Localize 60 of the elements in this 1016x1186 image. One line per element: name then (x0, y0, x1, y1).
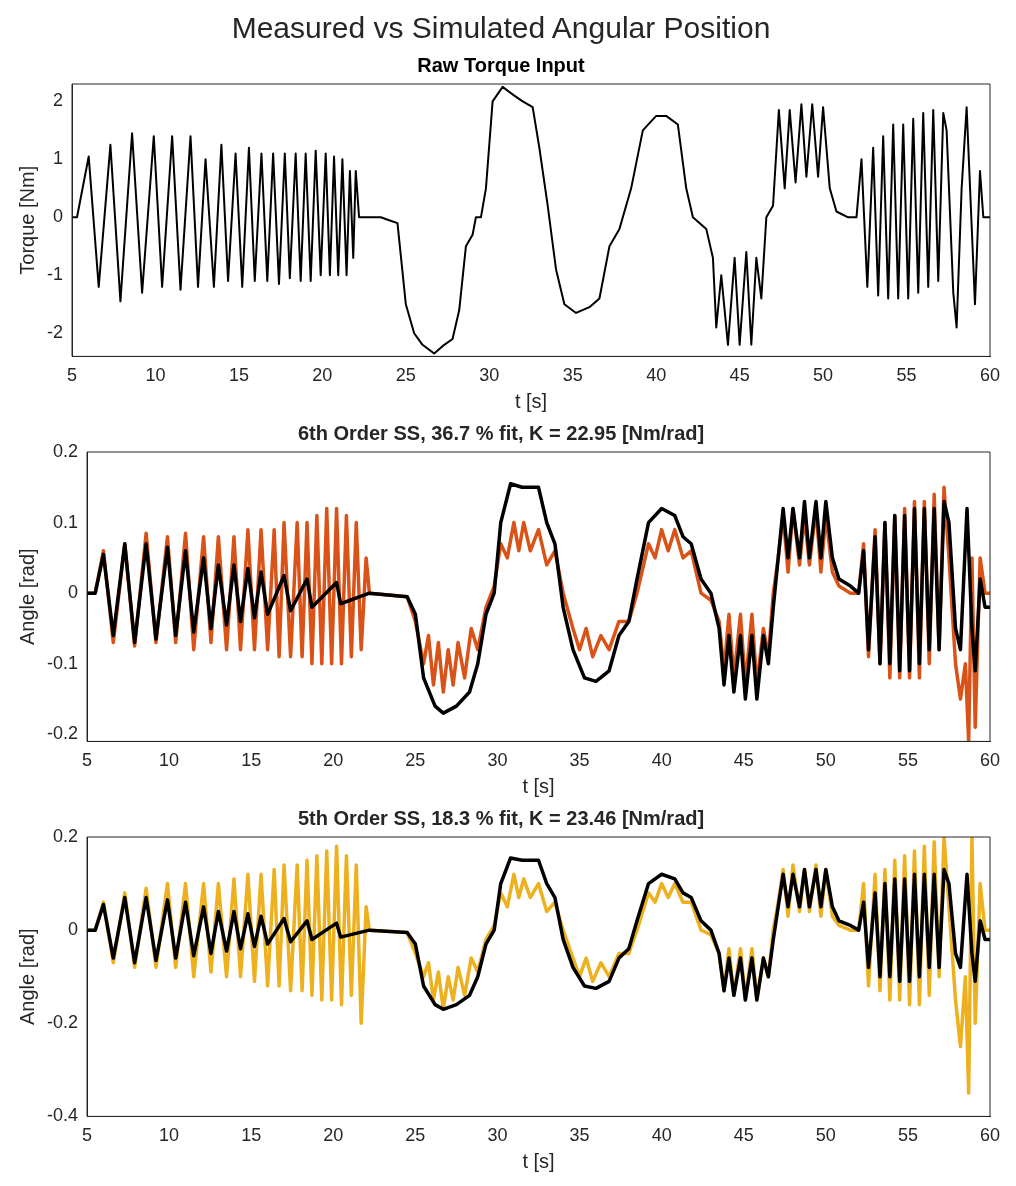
y-tick-label: -0.2 (46, 723, 79, 744)
chart-title: 6th Order SS, 36.7 % fit, K = 22.95 [Nm/rad] (297, 421, 705, 444)
x-tick-label: 35 (569, 1125, 590, 1146)
x-tick-label: 15 (241, 1125, 262, 1146)
x-tick-label: 10 (145, 365, 166, 386)
x-tick-label: 10 (159, 750, 180, 771)
x-tick-label: 45 (729, 365, 750, 386)
chart-subtitle: Raw Torque Input (417, 53, 586, 76)
x-tick-label: 55 (896, 365, 917, 386)
y-tick-label: 0.1 (52, 511, 79, 532)
chart-title: Measured vs Simulated Angular Position (231, 11, 771, 45)
x-tick-label: 15 (228, 365, 249, 386)
x-tick-label: 50 (815, 750, 836, 771)
x-tick-label: 50 (813, 365, 834, 386)
y-tick-label: -0.1 (46, 652, 79, 673)
x-tick-label: 50 (815, 1125, 836, 1146)
x-tick-label: 60 (979, 750, 1001, 771)
x-tick-label: 40 (651, 750, 672, 771)
x-tick-label: 60 (979, 1125, 1001, 1146)
y-tick-label: 0.2 (52, 825, 79, 846)
x-tick-label: 5 (82, 1125, 93, 1146)
y-tick-label: 0 (52, 206, 63, 227)
x-tick-label: 60 (979, 365, 1001, 386)
x-tick-label: 25 (395, 365, 416, 386)
x-tick-label: 40 (651, 1125, 672, 1146)
x-tick-label: 25 (405, 750, 426, 771)
x-tick-label: 40 (646, 365, 667, 386)
x-tick-label: 25 (405, 1125, 426, 1146)
x-tick-label: 55 (897, 1125, 918, 1146)
x-tick-label: 5 (82, 750, 93, 771)
x-tick-label: 5 (67, 365, 78, 386)
y-axis-title: Angle [rad] (15, 928, 38, 1026)
x-tick-label: 20 (323, 1125, 344, 1146)
x-tick-label: 20 (312, 365, 333, 386)
x-axis-title: t [s] (522, 1149, 555, 1172)
x-tick-label: 30 (487, 1125, 508, 1146)
x-tick-label: 10 (159, 1125, 180, 1146)
y-tick-label: -0.2 (46, 1012, 79, 1033)
y-tick-label: -2 (46, 322, 63, 343)
x-tick-label: 20 (323, 750, 344, 771)
y-tick-label: -0.4 (46, 1105, 79, 1126)
x-tick-label: 45 (733, 750, 754, 771)
x-tick-label: 35 (562, 365, 583, 386)
x-tick-label: 55 (897, 750, 918, 771)
y-tick-label: 2 (52, 90, 63, 111)
x-axis-title: t [s] (514, 389, 548, 412)
y-tick-label: 0 (68, 919, 79, 940)
y-tick-label: 0.2 (52, 440, 79, 461)
x-tick-label: 35 (569, 750, 590, 771)
x-tick-label: 30 (479, 365, 500, 386)
x-axis-title: t [s] (522, 774, 555, 797)
y-tick-label: 0 (68, 582, 79, 603)
y-tick-label: 1 (52, 148, 63, 169)
chart-title: 5th Order SS, 18.3 % fit, K = 23.46 [Nm/rad] (297, 806, 705, 829)
x-tick-label: 30 (487, 750, 508, 771)
y-axis-title: Angle [rad] (15, 548, 38, 646)
x-tick-label: 15 (241, 750, 262, 771)
y-axis-title: Torque [Nm] (15, 165, 38, 275)
x-tick-label: 45 (733, 1125, 754, 1146)
y-tick-label: -1 (46, 264, 63, 285)
